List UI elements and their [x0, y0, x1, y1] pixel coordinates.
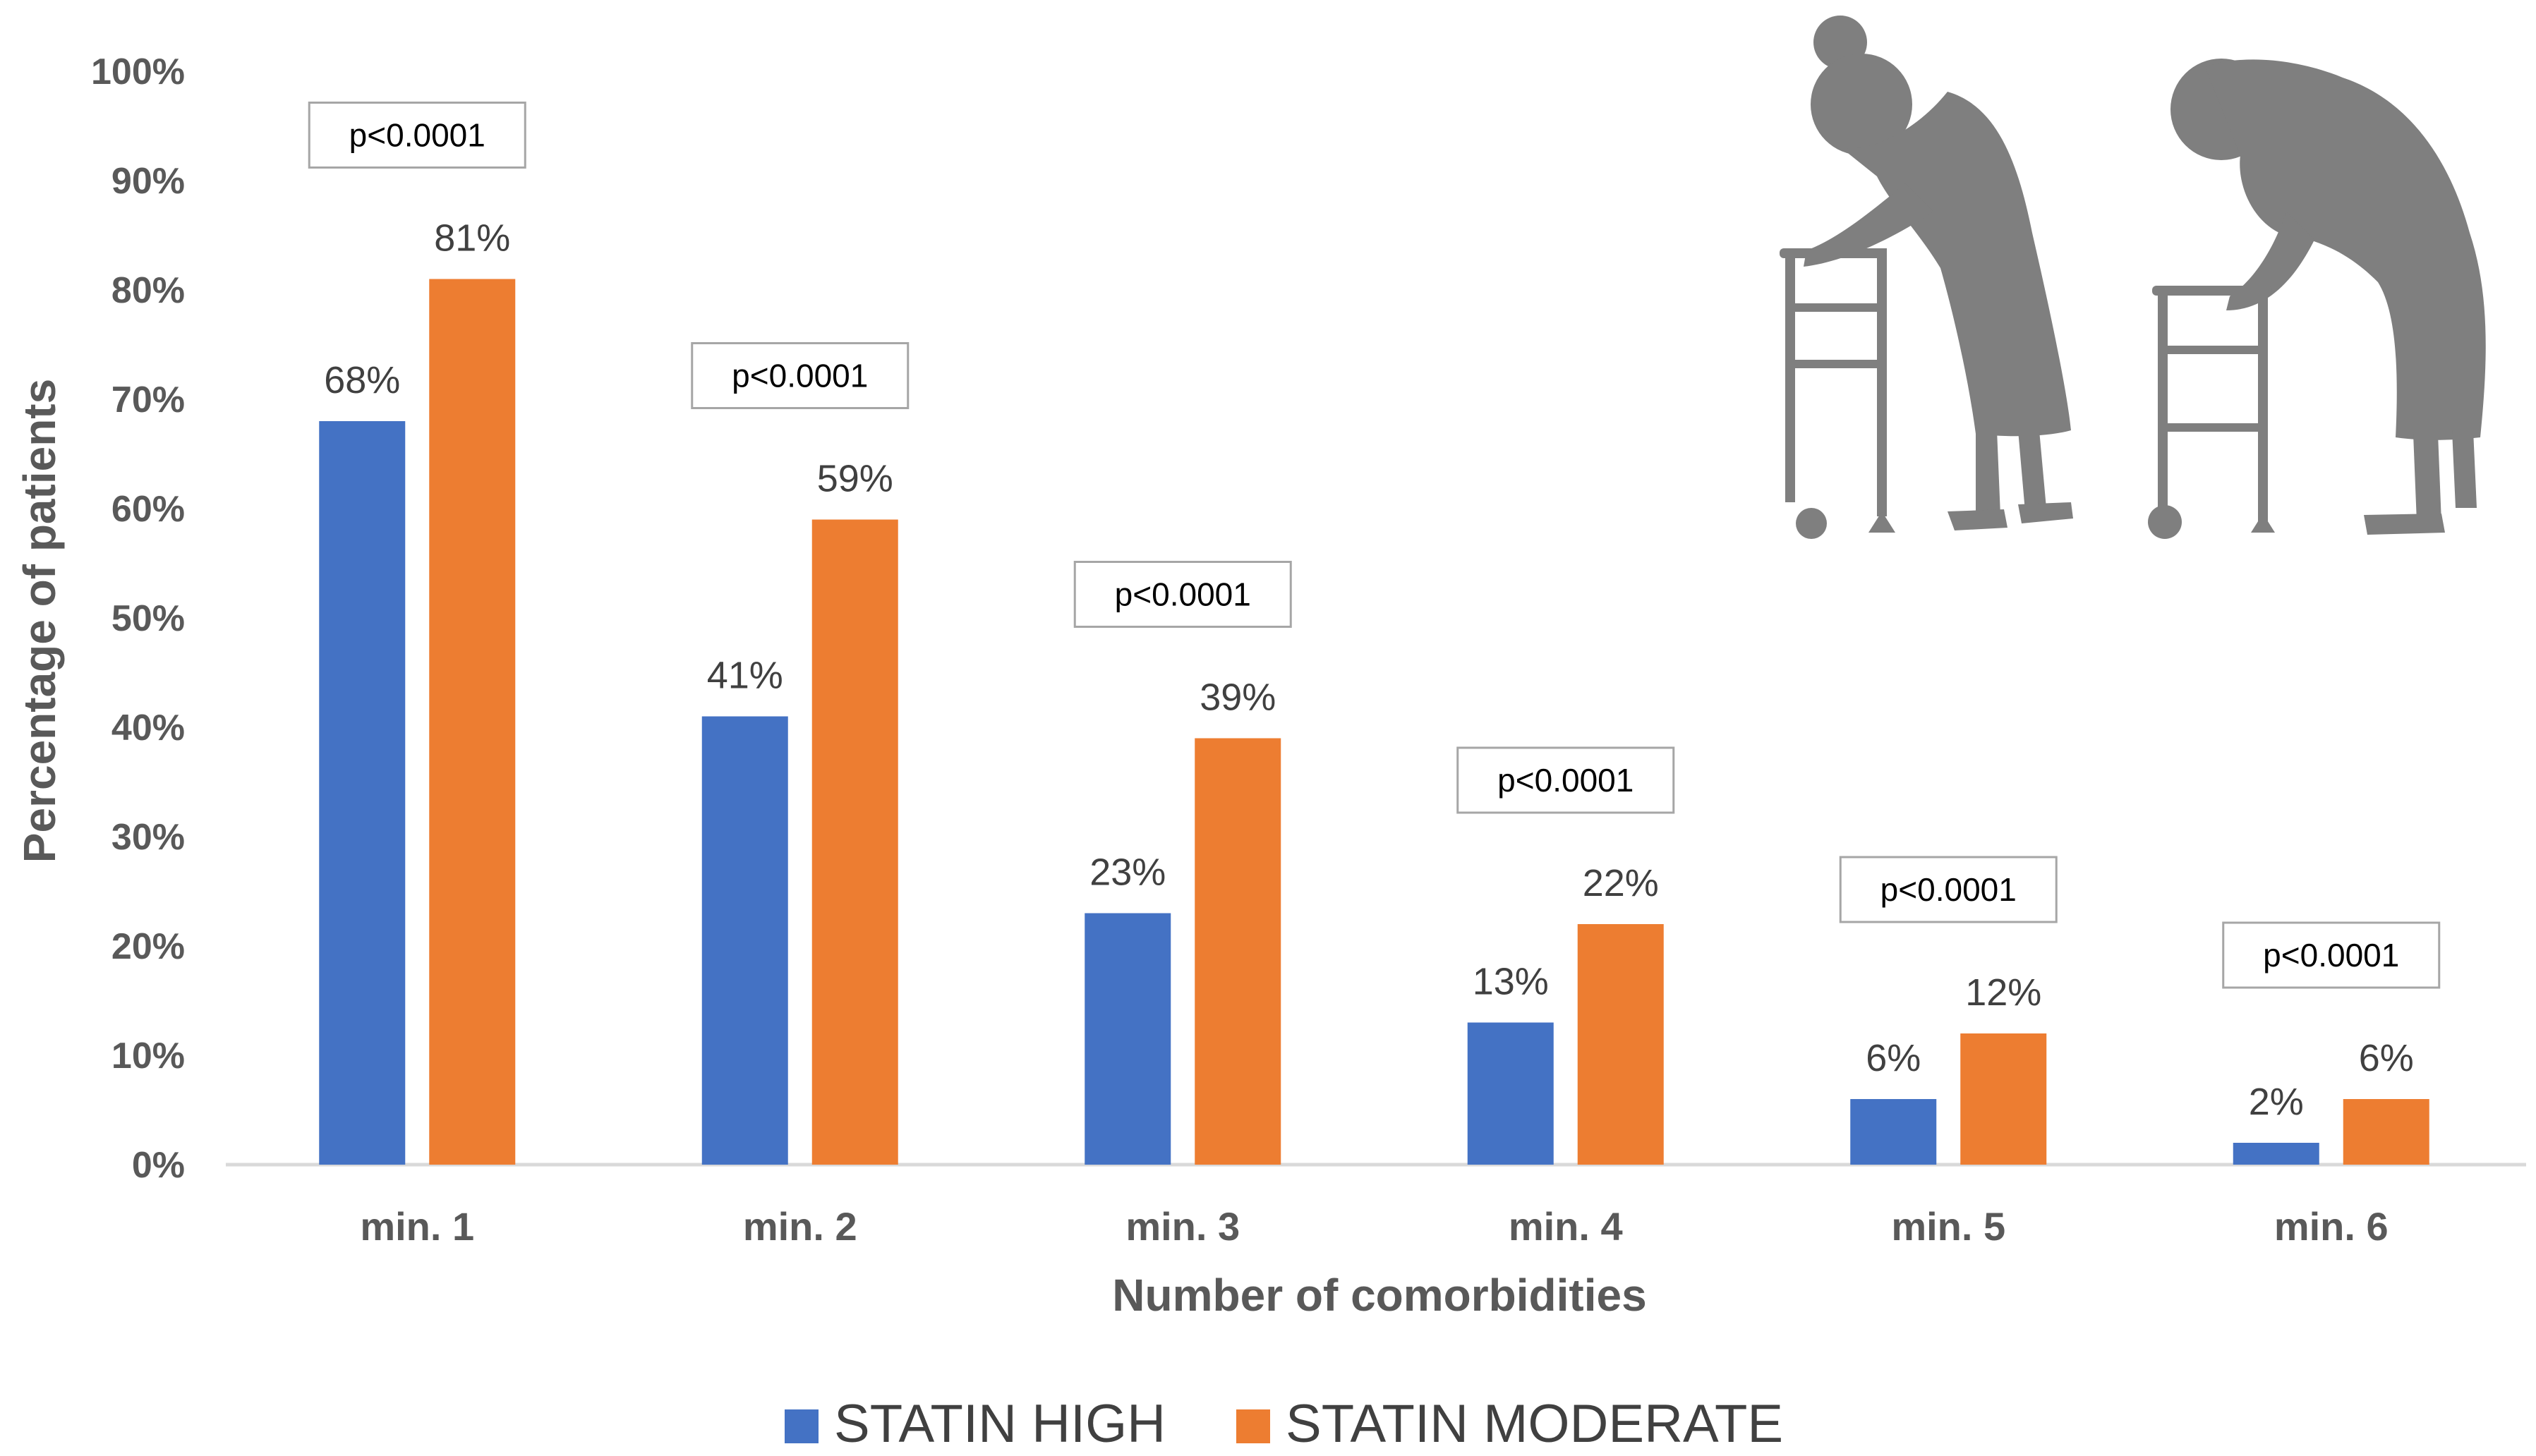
y-tick-label: 40% — [111, 708, 185, 748]
data-label: 23% — [1089, 851, 1166, 894]
x-axis-title: Number of comorbidities — [1112, 1270, 1646, 1321]
legend-swatch — [1236, 1409, 1270, 1443]
data-label: 81% — [434, 217, 510, 260]
y-tick-label: 90% — [111, 161, 185, 202]
elderly-figures-illustration — [1780, 16, 2486, 539]
bar-statin-moderate — [1577, 924, 1664, 1165]
bar-statin-moderate — [811, 519, 898, 1165]
p-value-text: p<0.0001 — [2263, 937, 2399, 973]
y-axis-ticks: 0% 10% 20% 30% 40% 50% 60% 70% 80% 90% 100% — [91, 51, 185, 1186]
legend: STATIN HIGH STATIN MODERATE — [785, 1394, 1783, 1454]
bar-statin-moderate — [1195, 738, 1281, 1165]
x-tick-label: min. 3 — [1125, 1204, 1240, 1249]
elderly-woman-walker-icon — [1780, 16, 2073, 539]
y-tick-label: 20% — [111, 926, 185, 967]
data-label: 6% — [2359, 1037, 2414, 1079]
bar-statin-high — [1850, 1099, 1937, 1165]
bar-statin-high — [2233, 1143, 2319, 1165]
legend-label: STATIN HIGH — [834, 1394, 1166, 1454]
y-tick-label: 100% — [91, 51, 185, 92]
bars — [319, 279, 2429, 1165]
y-tick-label: 0% — [132, 1145, 185, 1186]
y-axis-title: Percentage of patients — [14, 379, 65, 863]
legend-swatch — [785, 1409, 819, 1443]
x-tick-label: min. 5 — [1891, 1204, 2005, 1249]
p-value-text: p<0.0001 — [1880, 871, 2017, 908]
y-tick-label: 50% — [111, 598, 185, 639]
data-labels: 68% 81% 41% 59% 23% 39% 13% 22% 6% 12% 2% 6% — [324, 217, 2414, 1124]
p-value-text: p<0.0001 — [1115, 576, 1251, 613]
x-tick-label: min. 6 — [2274, 1204, 2389, 1249]
data-label: 22% — [1583, 862, 1659, 904]
bar-statin-moderate — [1960, 1033, 2047, 1165]
data-label: 6% — [1866, 1037, 1921, 1079]
bar-statin-moderate — [2343, 1099, 2429, 1165]
bar-statin-high — [701, 716, 788, 1165]
legend-label: STATIN MODERATE — [1286, 1394, 1783, 1454]
x-tick-label: min. 4 — [1509, 1204, 1623, 1249]
bar-statin-high — [1467, 1022, 1554, 1165]
p-value-box — [1456, 746, 1675, 814]
y-tick-label: 60% — [111, 489, 185, 530]
bar-statin-high — [1085, 913, 1171, 1165]
y-tick-label: 80% — [111, 270, 185, 311]
data-label: 2% — [2249, 1081, 2304, 1123]
x-axis-ticks: min. 1 min. 2 min. 3 min. 4 min. 5 min. 6 — [360, 1204, 2388, 1249]
data-label: 68% — [324, 359, 400, 401]
p-value-text: p<0.0001 — [732, 358, 868, 394]
p-value-text: p<0.0001 — [1497, 762, 1634, 799]
p-value-text: p<0.0001 — [349, 117, 485, 154]
p-value-box — [691, 342, 910, 409]
p-value-box — [1073, 561, 1292, 628]
data-label: 12% — [1965, 971, 2041, 1014]
y-tick-label: 10% — [111, 1036, 185, 1076]
data-label: 39% — [1200, 677, 1276, 719]
p-value-annotations: p<0.0001 p<0.0001 p<0.0001 p<0.0001 p<0.0001… — [308, 102, 2441, 989]
data-label: 59% — [817, 458, 893, 500]
x-tick-label: min. 2 — [743, 1204, 857, 1249]
y-tick-label: 30% — [111, 817, 185, 858]
p-value-box — [308, 102, 526, 169]
data-label: 13% — [1473, 961, 1549, 1003]
bar-statin-moderate — [429, 279, 516, 1165]
bar-statin-high — [319, 421, 406, 1165]
y-tick-label: 70% — [111, 380, 185, 420]
x-tick-label: min. 1 — [360, 1204, 474, 1249]
p-value-box — [1839, 856, 2058, 923]
data-label: 41% — [707, 655, 783, 697]
p-value-box — [2222, 921, 2441, 989]
elderly-man-walker-icon — [2148, 59, 2486, 539]
